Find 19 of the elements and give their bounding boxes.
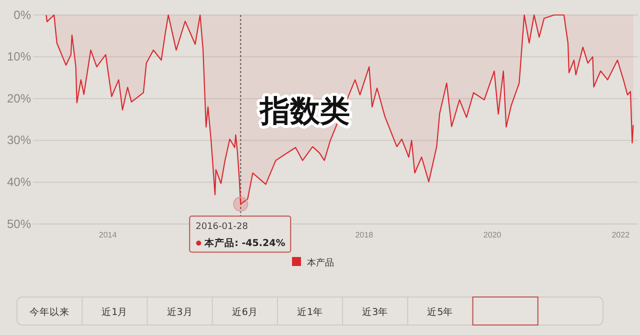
x-tick-label: 2020 xyxy=(483,230,502,240)
y-tick-label: 0% xyxy=(14,8,32,22)
text: 近3年 xyxy=(362,306,388,318)
text: 近6月 xyxy=(232,306,258,318)
legend-label: 本产品 xyxy=(307,258,334,268)
text: 今年以来 xyxy=(30,306,70,318)
y-tick-label: 40% xyxy=(6,175,32,190)
annotation: 2016-01-28 本产品: -45.24% xyxy=(196,222,286,250)
y-tick-label: 20% xyxy=(6,91,32,106)
text: 近3月 xyxy=(166,306,193,318)
y-tick-label: 10% xyxy=(6,50,32,64)
x-tick-label: 2022 xyxy=(612,230,630,240)
x-tick-label: 2014 xyxy=(98,230,118,240)
text: 近1月 xyxy=(102,306,128,318)
x-tick-label: 2018 xyxy=(355,230,374,240)
text: 近1年 xyxy=(296,306,324,318)
y-tick-label: 50% xyxy=(6,216,32,231)
y-tick-label: 30% xyxy=(6,133,32,148)
text: 近5年 xyxy=(427,306,454,318)
